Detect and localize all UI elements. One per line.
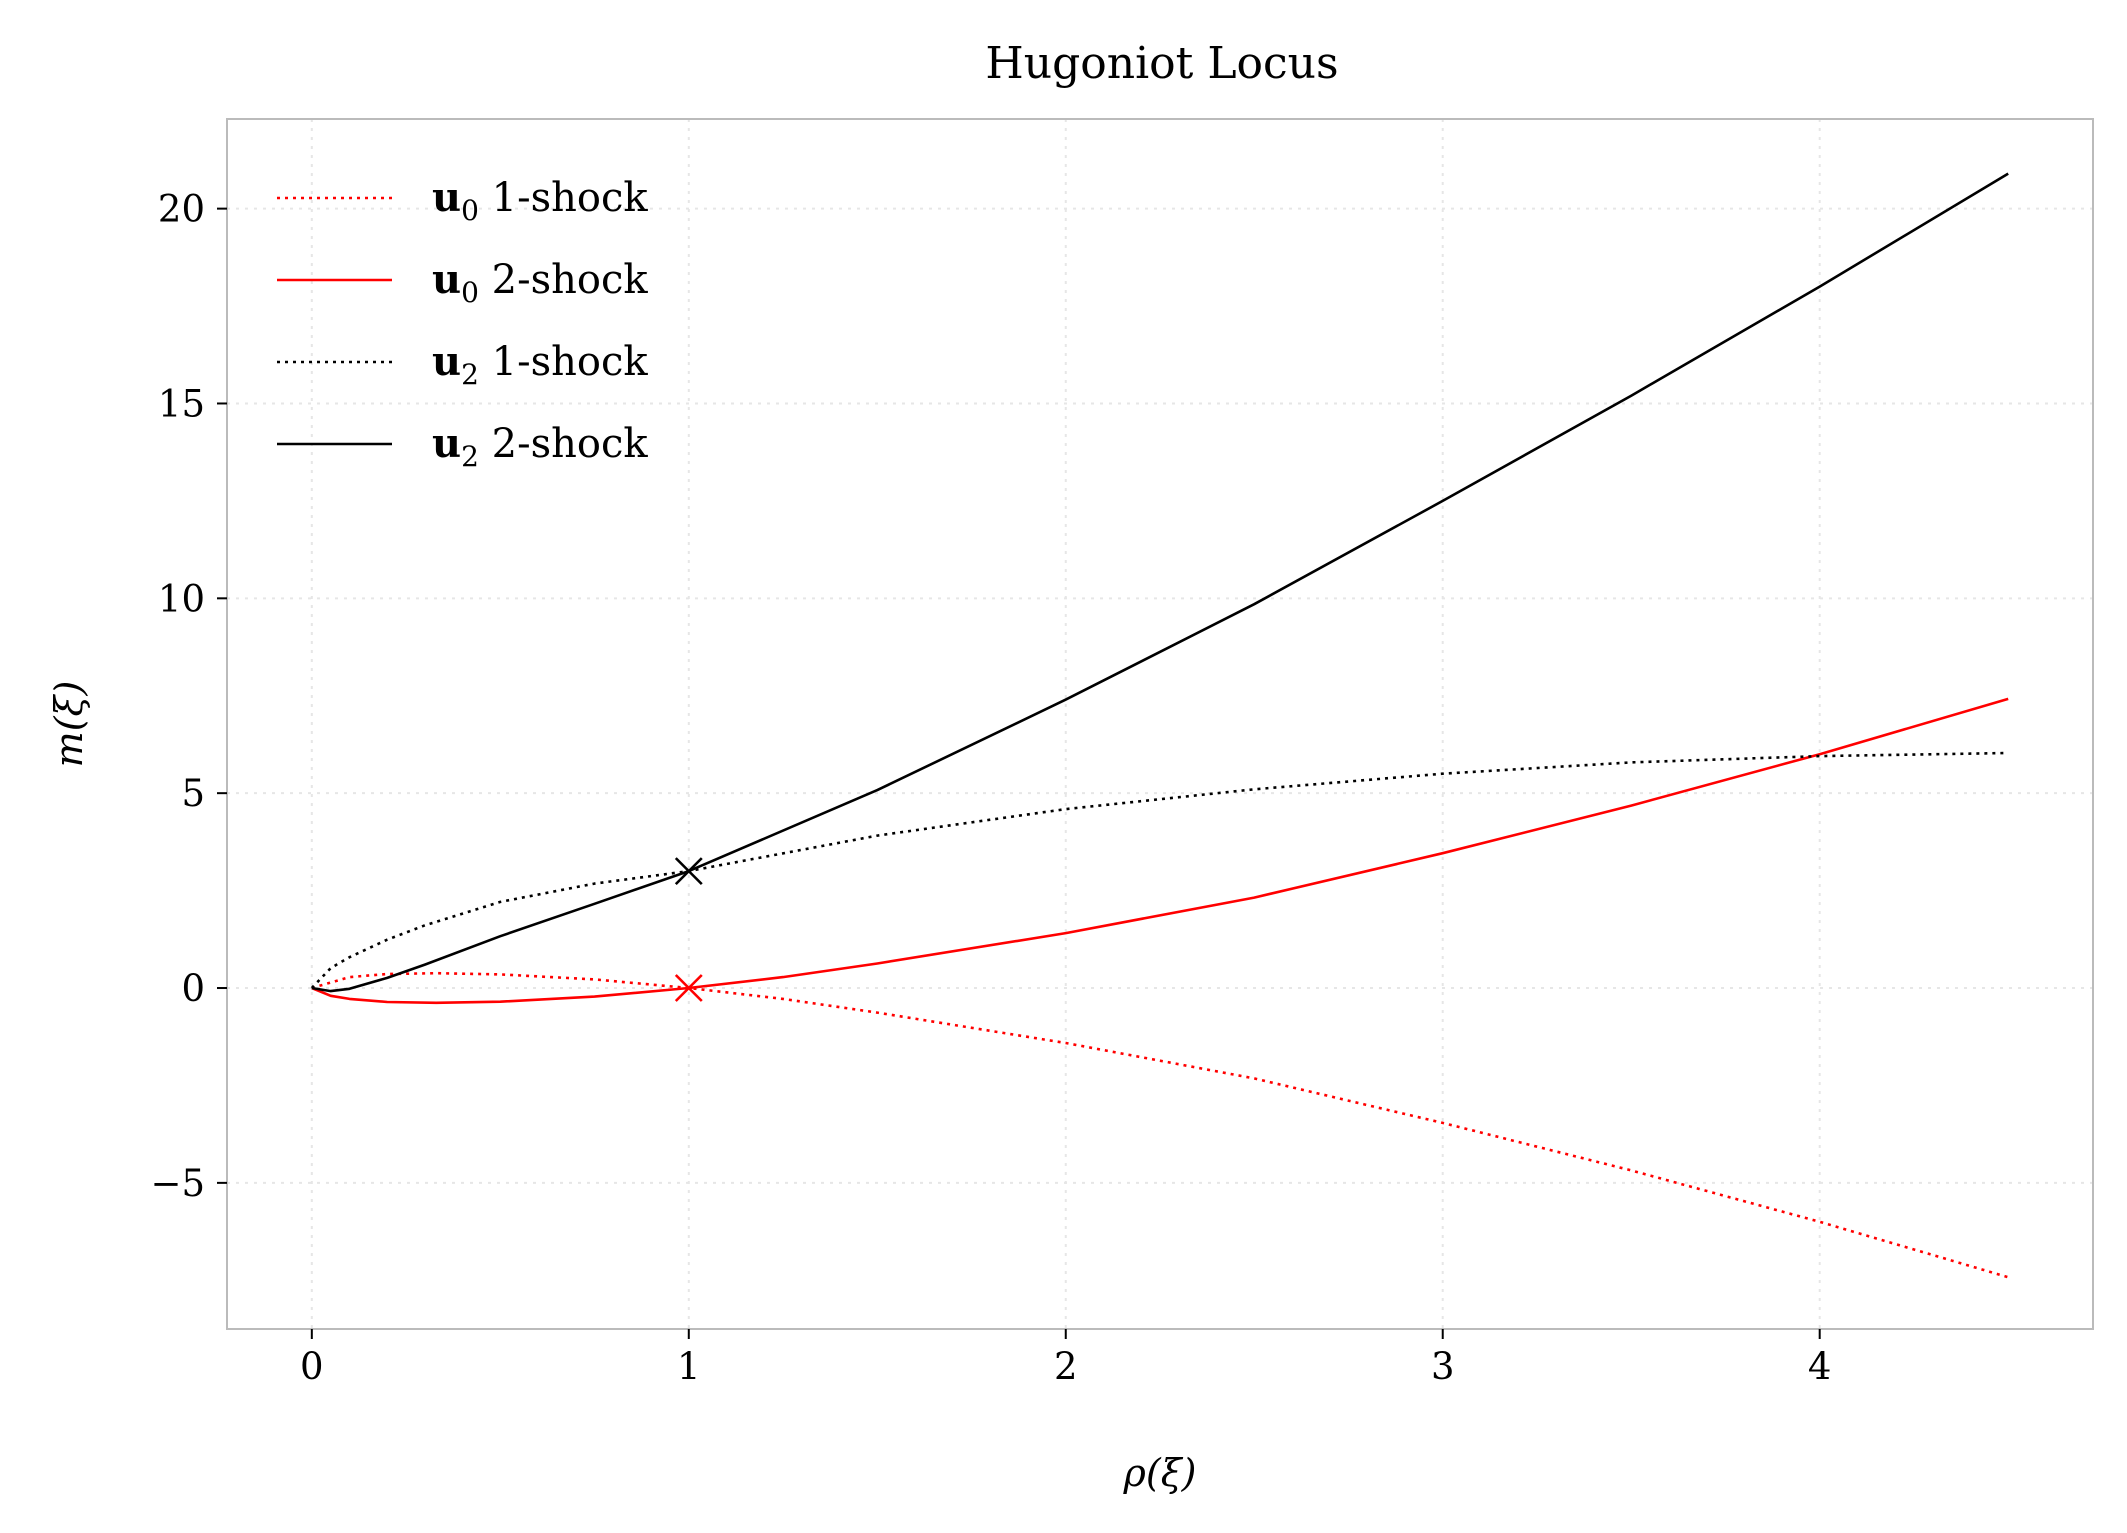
series-line-2	[311, 697, 2009, 1005]
legend: u0 1-shock u0 2-shock u2 1-shock u2 2-shock	[277, 174, 648, 473]
y-axis-label: m(ξ)	[47, 681, 91, 768]
y-tick-label: 10	[158, 577, 205, 620]
legend-entry: u0 1-shock	[277, 174, 648, 227]
x-tick-label: 2	[1054, 1345, 1078, 1388]
legend-entry: u0 2-shock	[277, 256, 648, 309]
x-axis-label: ρ(ξ)	[1123, 1451, 1197, 1495]
series-line-1	[311, 971, 2009, 1279]
x-tick-label: 4	[1808, 1345, 1832, 1388]
grid	[227, 119, 2093, 1329]
y-tick-label: 15	[158, 382, 205, 425]
y-tick-label: 20	[158, 188, 205, 231]
plot-frame	[226, 118, 2094, 1330]
x-tick-label: 1	[677, 1345, 701, 1388]
legend-label: u2 2-shock	[432, 420, 648, 473]
y-tick-label: −5	[150, 1162, 205, 1205]
y-axis: −5 0 5 10 15 20	[150, 188, 227, 1205]
legend-entry: u2 2-shock	[277, 420, 648, 473]
chart-title: Hugoniot Locus	[985, 38, 1338, 89]
markers	[674, 857, 703, 1002]
x-marker-2	[674, 857, 703, 886]
x-axis: 0 1 2 3 4	[300, 1329, 1831, 1388]
x-tick-label: 3	[1431, 1345, 1455, 1388]
x-tick-label: 0	[300, 1345, 324, 1388]
y-tick-label: 0	[181, 967, 205, 1010]
legend-entry: u2 1-shock	[277, 338, 648, 391]
x-marker-1	[674, 974, 703, 1002]
legend-label: u0 2-shock	[432, 256, 648, 309]
legend-label: u0 1-shock	[432, 174, 648, 227]
y-tick-label: 5	[181, 772, 205, 815]
legend-label: u2 1-shock	[432, 338, 648, 391]
